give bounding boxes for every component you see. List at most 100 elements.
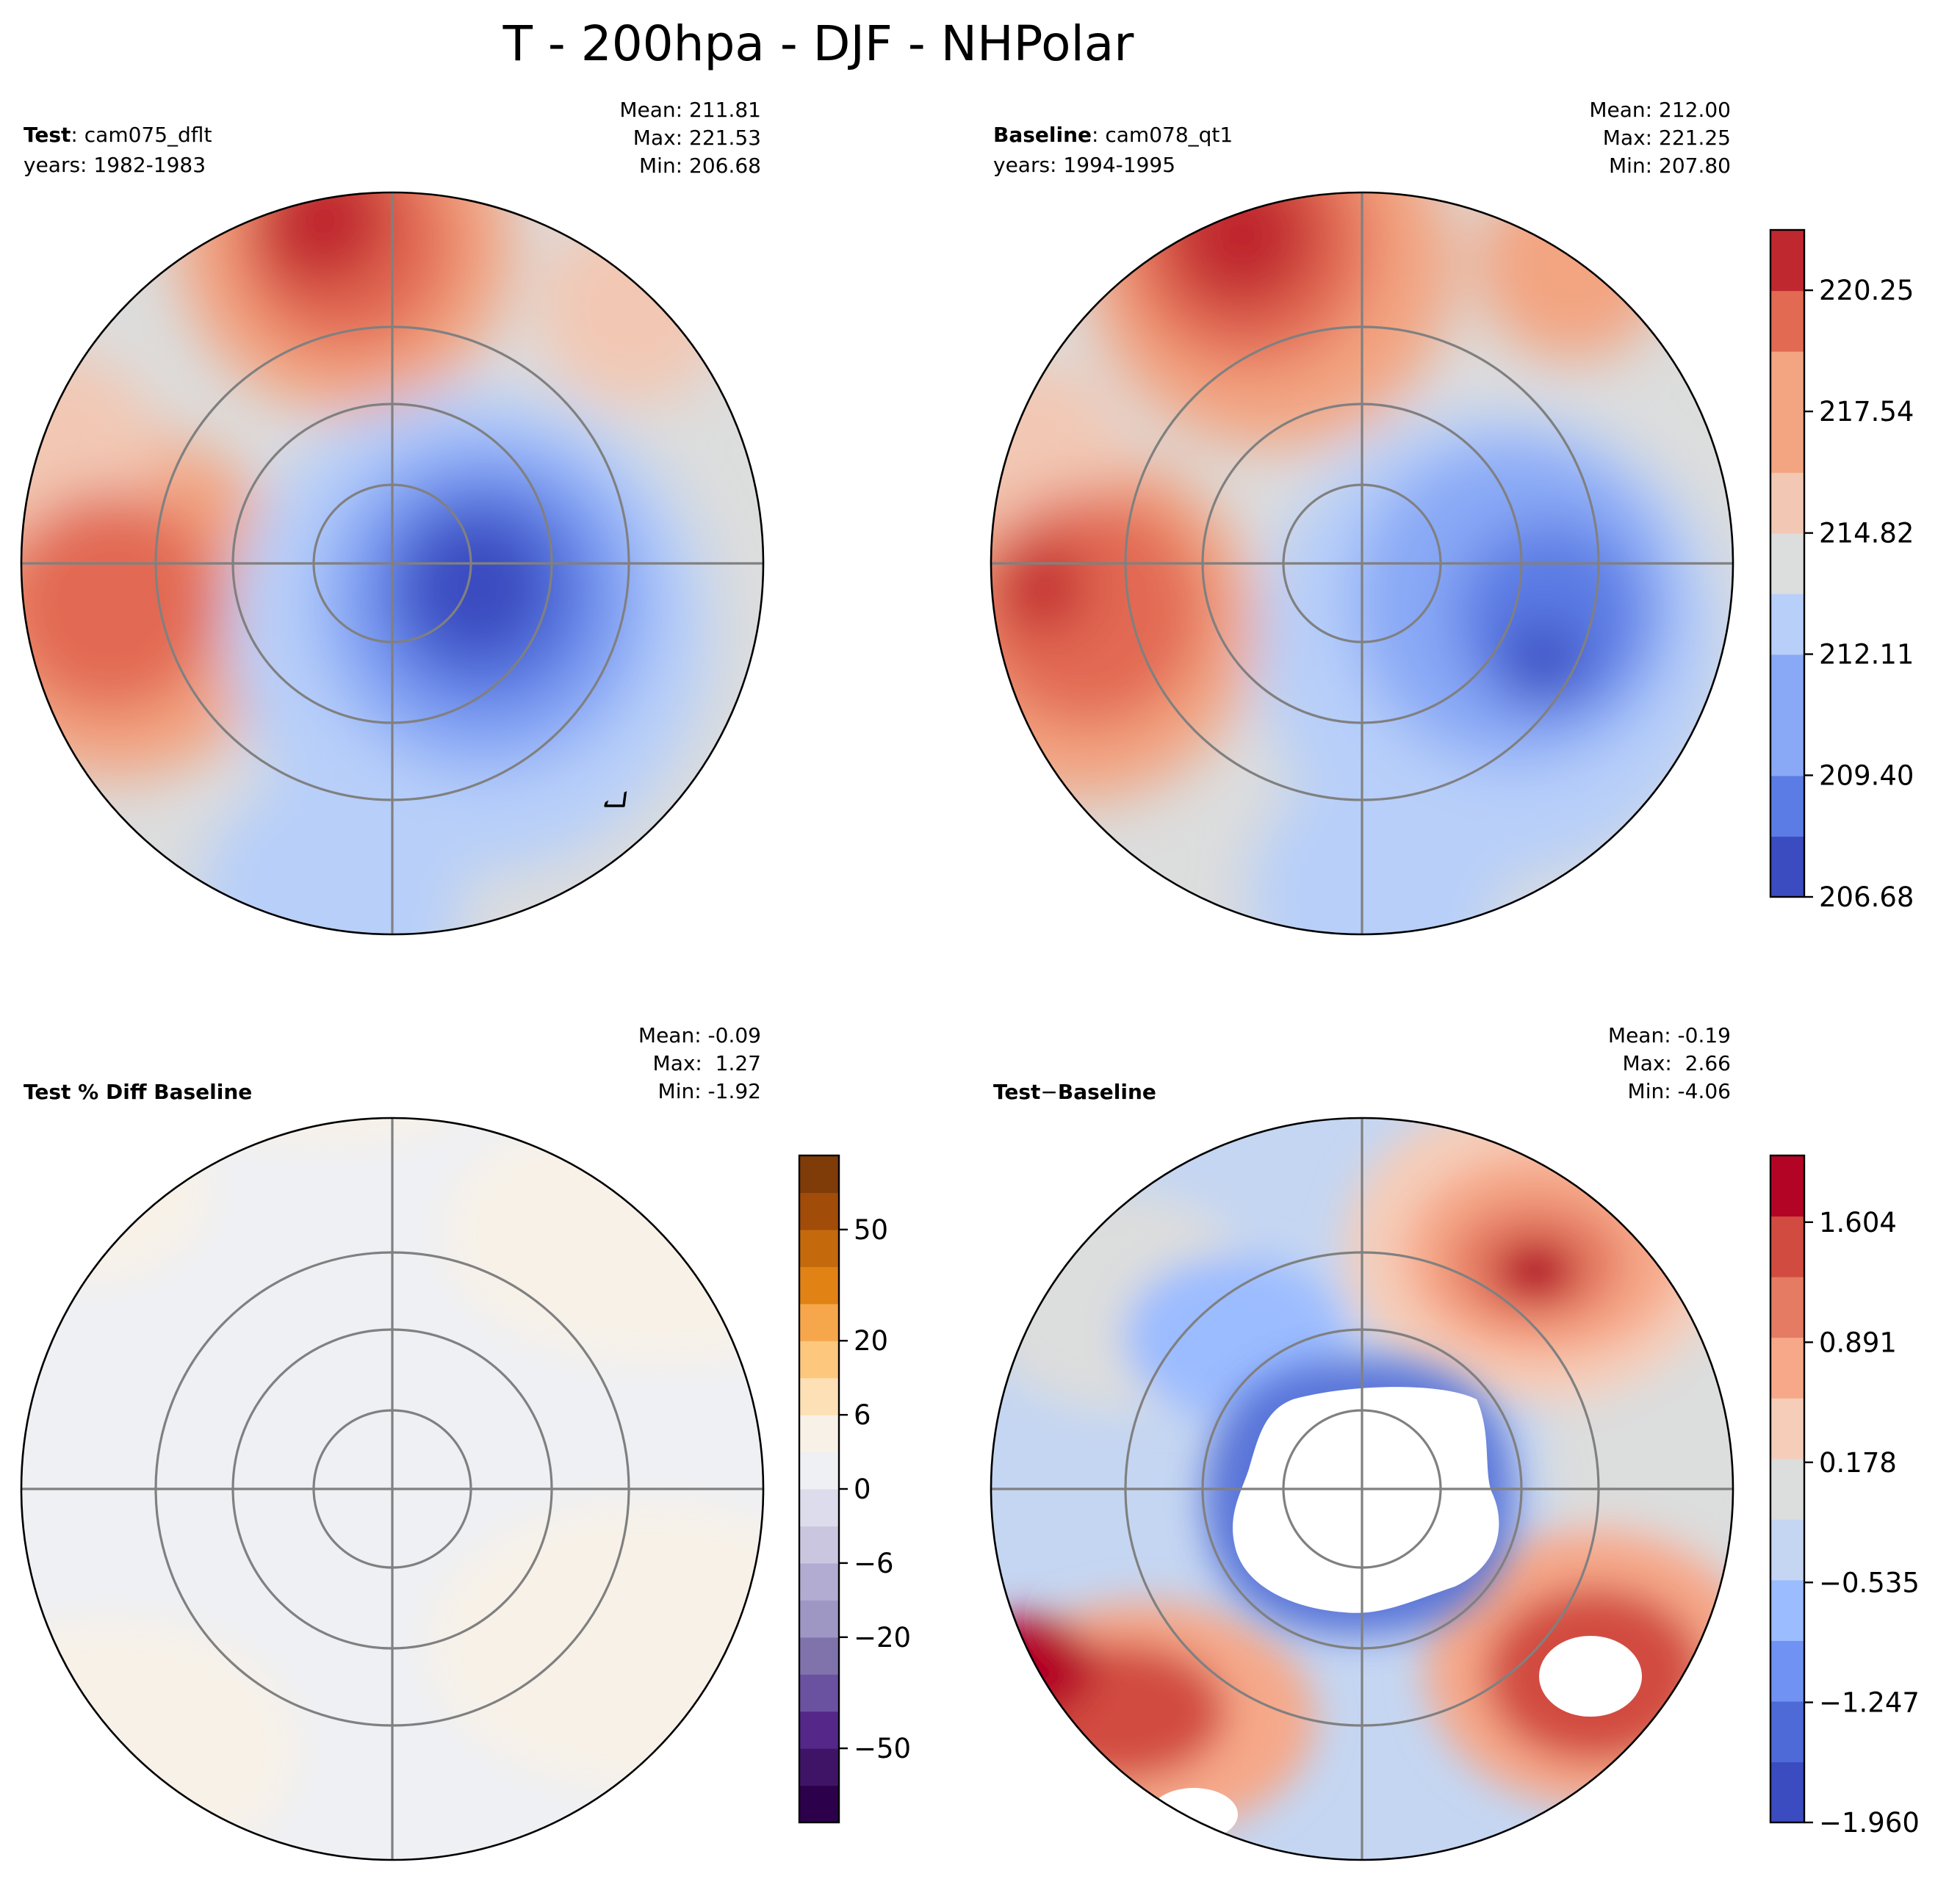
colorbar-level — [799, 1415, 839, 1453]
gridlines-pct-diff — [21, 1118, 763, 1860]
colorbar-level — [1770, 1761, 1804, 1823]
map-frames — [20, 191, 1734, 1861]
panel-pct-diff-min: Min: -1.92 — [658, 1079, 761, 1103]
colorbar-tick-label: 20 — [854, 1325, 888, 1357]
colorbar-percent: 50 20 6 0 −6 −20 −50 — [798, 1154, 911, 1824]
colorbar-level — [1770, 775, 1804, 837]
panel-test-min: Min: 206.68 — [639, 154, 761, 178]
field-blob — [1495, 1241, 1576, 1300]
field-blob — [999, 544, 1087, 632]
panel-baseline: Baseline: cam078_qt1 years: 1994-1995 Me… — [991, 98, 1733, 934]
colorbar-level — [799, 1489, 839, 1527]
colorbar-tick-label: −20 — [854, 1622, 911, 1653]
colorbar-level — [1770, 1579, 1804, 1641]
colorbar-level — [1770, 1398, 1804, 1460]
colorbar-level — [1770, 1640, 1804, 1702]
colorbar-level — [799, 1451, 839, 1490]
map-boundary-pct-diff — [20, 1117, 765, 1861]
panel-pct-diff: Test % Diff Baseline Mean: -0.09 Max: 1.… — [21, 1023, 763, 1860]
colorbar-level — [1770, 411, 1804, 473]
colorbar-tick-label: 214.82 — [1819, 518, 1914, 549]
field-blob — [1249, 771, 1499, 934]
panel-baseline-label: Baseline: cam078_qt1 — [993, 123, 1233, 147]
colorbar-tick-label: −0.535 — [1819, 1567, 1920, 1598]
missing-hole-center — [1233, 1387, 1499, 1613]
panel-baseline-colon: : — [1092, 123, 1105, 147]
colorbar-tick-label: 0 — [854, 1474, 871, 1505]
colorbar-level — [1770, 836, 1804, 898]
colorbar-level — [799, 1303, 839, 1341]
temperature-field — [991, 192, 1726, 934]
field-blob — [404, 514, 551, 661]
colorbar-tick-label: −1.247 — [1819, 1687, 1920, 1719]
colorbar-level — [1770, 1519, 1804, 1581]
field-blob — [536, 213, 727, 404]
field-blob — [1477, 192, 1668, 360]
colorbar-level — [1770, 654, 1804, 715]
colorbar-level — [799, 1266, 839, 1305]
colorbar-tick-label: 6 — [854, 1399, 871, 1431]
colorbar-tick-label: 1.604 — [1819, 1207, 1897, 1238]
colorbar-tick-label: 217.54 — [1819, 396, 1914, 428]
colorbar-level — [1770, 230, 1804, 292]
colorbar-frame — [1769, 1154, 1806, 1824]
panel-test-years: years: 1982-1983 — [24, 153, 206, 177]
panel-baseline-map — [991, 192, 1733, 934]
colorbar-tick-label: 0.891 — [1819, 1327, 1897, 1358]
panel-diff-max: Max: 2.66 — [1623, 1051, 1731, 1075]
colorbar-level — [1770, 1277, 1804, 1338]
panel-test-max: Max: 221.53 — [633, 126, 761, 150]
colorbar-level — [1770, 1216, 1804, 1277]
colorbar-level — [1770, 351, 1804, 413]
panel-diff-label-b: Baseline — [1058, 1080, 1156, 1104]
panel-test-mean: Mean: 211.81 — [619, 98, 761, 122]
colorbar-level — [799, 1785, 839, 1823]
panel-baseline-min: Min: 207.80 — [1609, 154, 1731, 178]
temperature-field — [21, 192, 727, 934]
colorbar-tick-label: −1.960 — [1819, 1807, 1920, 1839]
colorbar-level — [799, 1526, 839, 1564]
colorbar-tick-label: 212.11 — [1819, 639, 1914, 671]
colorbar-level — [1770, 1337, 1804, 1399]
panel-test-label-bold: Test — [24, 123, 71, 147]
colorbar-level — [799, 1748, 839, 1786]
colorbar-level — [799, 1600, 839, 1638]
panel-baseline-years: years: 1994-1995 — [993, 153, 1175, 177]
panel-pct-diff-mean: Mean: -0.09 — [638, 1023, 761, 1047]
colorbar-level — [799, 1192, 839, 1230]
colorbar-level — [1770, 472, 1804, 534]
panel-diff: Test−Baseline Mean: -0.19 Max: 2.66 Min:… — [991, 1023, 1733, 1860]
panel-diff-label-a: Test — [993, 1080, 1040, 1104]
colorbar-difference: 1.604 0.891 0.178 −0.535 −1.247 −1.960 — [1769, 1154, 1920, 1839]
colorbar-frame — [1769, 228, 1806, 898]
colorbar-level — [799, 1711, 839, 1749]
field-blob — [991, 492, 1205, 727]
colorbar-tick-label: 50 — [854, 1214, 888, 1246]
colorbar-tick-label: 209.40 — [1819, 760, 1914, 791]
colorbar-level — [1770, 1155, 1804, 1217]
colorbar-level — [799, 1637, 839, 1675]
panel-baseline-label-bold: Baseline — [993, 123, 1092, 147]
colorbar-level — [1770, 290, 1804, 352]
panel-test-colon: : — [71, 123, 84, 147]
panel-test-map — [21, 192, 763, 934]
field-blob — [21, 492, 220, 713]
colorbar-level — [1770, 715, 1804, 776]
colorbar-tick-label: 206.68 — [1819, 881, 1914, 913]
missing-hole-right — [1539, 1636, 1642, 1717]
colorbar-level — [1770, 594, 1804, 655]
panel-test-case: cam075_dflt — [84, 123, 212, 147]
colorbar-temperature: 220.25 217.54 214.82 212.11 209.40 206.68 — [1769, 228, 1914, 913]
colorbars: 220.25 217.54 214.82 212.11 209.40 206.68 1.60… — [798, 228, 1920, 1839]
field-background — [21, 1118, 763, 1860]
colorbar-level — [1770, 533, 1804, 594]
field-blob — [991, 1616, 1095, 1719]
field-blob — [198, 771, 463, 934]
panel-pct-diff-map — [21, 1118, 763, 1860]
panel-baseline-max: Max: 221.25 — [1603, 126, 1731, 150]
gridlines-test — [21, 192, 763, 934]
map-gridlines — [21, 192, 1733, 1860]
map-boundary-test — [20, 191, 765, 936]
colorbar-tick-label: −6 — [854, 1548, 894, 1579]
